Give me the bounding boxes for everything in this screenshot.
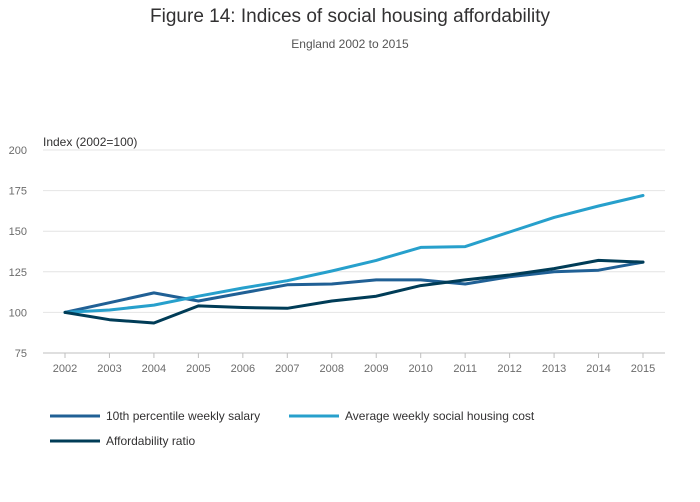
x-tick-label: 2006 (231, 363, 255, 375)
chart-title: Figure 14: Indices of social housing aff… (150, 6, 550, 27)
legend-label: 10th percentile weekly salary (106, 409, 260, 423)
x-tick-label: 2012 (497, 363, 521, 375)
y-tick-label: 75 (15, 348, 27, 360)
x-tick-label: 2015 (631, 363, 655, 375)
x-tick-label: 2007 (275, 363, 299, 375)
y-tick-label: 175 (9, 186, 27, 198)
x-tick-label: 2008 (320, 363, 344, 375)
x-tick-label: 2011 (453, 363, 477, 375)
series-line (63, 194, 645, 314)
x-tick-label: 2013 (542, 363, 566, 375)
x-tick-label: 2004 (142, 363, 166, 375)
x-tick-label: 2009 (364, 363, 388, 375)
y-axis-label: Index (2002=100) (43, 135, 137, 149)
x-tick-label: 2002 (53, 363, 77, 375)
legend-label: Average weekly social housing cost (345, 409, 535, 423)
series-line (63, 260, 645, 314)
x-tick-label: 2014 (586, 363, 610, 375)
y-tick-label: 125 (9, 267, 27, 279)
y-tick-label: 200 (9, 145, 27, 157)
x-tick-label: 2005 (186, 363, 210, 375)
y-tick-label: 100 (9, 307, 27, 319)
chart-subtitle: England 2002 to 2015 (291, 37, 409, 51)
series-line (63, 258, 645, 325)
x-tick-label: 2010 (408, 363, 432, 375)
x-tick-label: 2003 (97, 363, 121, 375)
legend-label: Affordability ratio (106, 434, 195, 448)
y-tick-label: 150 (9, 226, 27, 238)
